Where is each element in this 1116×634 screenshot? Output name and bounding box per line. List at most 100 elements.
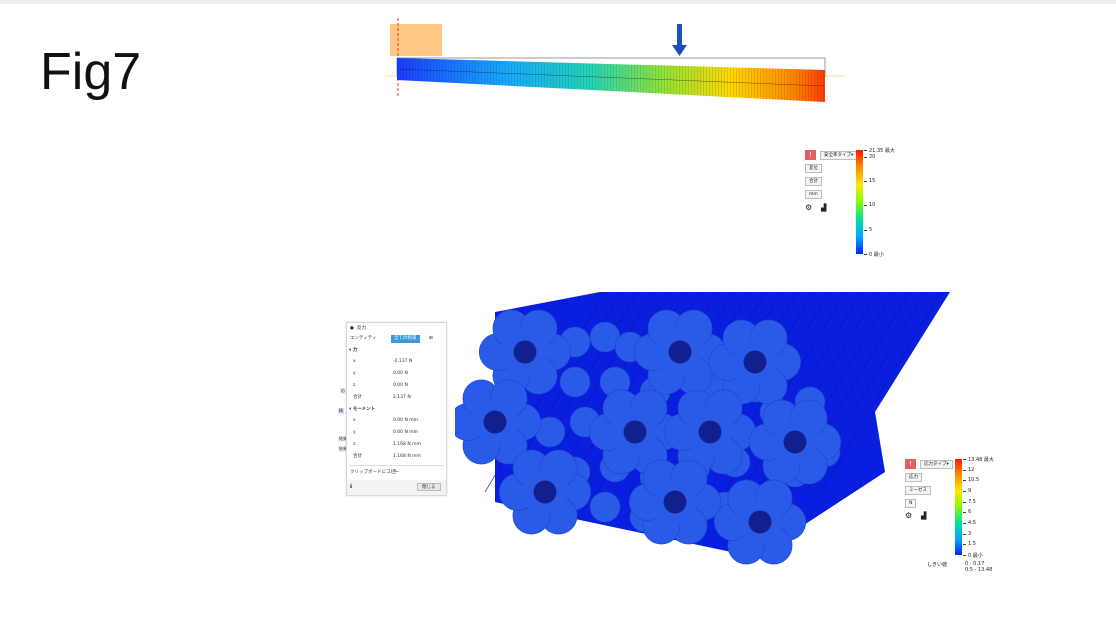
displacement-tick-mark [864, 205, 867, 207]
strand-cross-section [498, 449, 592, 535]
moment-row: x 0.00 N mm [347, 417, 446, 425]
clipboard-icon[interactable]: ⎘ [393, 470, 397, 475]
strand-hole [513, 340, 537, 364]
displacement-tick-mark [864, 254, 867, 255]
stress-tick-mark [963, 512, 966, 514]
component-dropdown[interactable]: 合計 [805, 177, 822, 186]
side-tag-3[interactable]: 結果 [338, 436, 348, 442]
mesh-stripe [820, 291, 942, 493]
displacement-legend: ! 安全率タイプ▾ 変位 合計 mm ⚙ ▟ 21.35 最大 20 15 10 5 0 … [805, 146, 915, 258]
gear-icon[interactable]: ⚙ [905, 511, 913, 520]
force-row: y 0.00 N [347, 370, 446, 378]
result-dropdown[interactable]: 変位 [805, 164, 822, 173]
stress-tick-label: 7.5 [968, 498, 976, 505]
displacement-tick-label: 10 [869, 202, 876, 209]
stress-tick-mark [963, 544, 966, 546]
moment-row-value: 0.00 N mm [393, 418, 419, 423]
chart-icon[interactable]: ▟ [921, 512, 927, 520]
strand-cross-section [713, 479, 807, 565]
strand-hole [698, 420, 722, 444]
displacement-tick-mark [864, 150, 867, 151]
displacement-tick-label: 20 [869, 153, 876, 160]
stress-tick-label: 1.5 [968, 541, 976, 548]
close-button[interactable]: 閉じる [417, 483, 441, 491]
filler-rod [589, 491, 621, 523]
side-tag-1[interactable]: 応 [340, 388, 346, 394]
figure-title: Fig7 [40, 43, 142, 101]
entity-toggle-icon[interactable]: ⊞ [429, 336, 433, 341]
criterion-dropdown[interactable]: ミーゼス [905, 486, 931, 495]
force-row-value: 2.137 N [393, 395, 411, 400]
chart-icon[interactable]: ▟ [821, 204, 827, 212]
entity-label: エンティティ [350, 336, 377, 341]
moment-row-key: z [353, 442, 356, 447]
stress-legend: ! 応力タイプ▾ 応力 ミーゼス N ⚙ ▟ 13.48 最大 12 10.5 9 7.… [905, 455, 1015, 575]
stress-tick-label: 6 [968, 509, 972, 516]
bundle-svg [448, 291, 950, 565]
strand-cross-section [448, 379, 542, 465]
side-tag-4[interactable]: 結果 [338, 446, 348, 452]
strand-hole [533, 480, 557, 504]
stress-unit-dropdown[interactable]: N [905, 499, 917, 508]
stress-tick-label: 12 [968, 466, 975, 473]
unit-dropdown[interactable]: mm [805, 190, 822, 199]
force-row: 合計 2.137 N [347, 394, 446, 402]
stress-tick-mark [963, 459, 966, 460]
moment-row-key: x [353, 418, 356, 423]
beam-svg [385, 18, 845, 102]
displacement-tick-label: 15 [869, 177, 876, 184]
gear-icon[interactable]: ⚙ [805, 203, 813, 212]
stress-tick-label: 13.48 最大 [968, 457, 994, 463]
strand-cross-section [478, 309, 572, 395]
strand-hole [783, 430, 807, 454]
displacement-tick-label: 21.35 最大 [869, 148, 895, 154]
strand-hole [483, 410, 507, 434]
rod-cross-sections [448, 309, 842, 565]
moment-row-value: 1.168 N mm [393, 454, 421, 459]
info-icon[interactable]: ℹ [350, 483, 353, 490]
strand-hole [743, 350, 767, 374]
fixed-support-marker [390, 24, 442, 56]
moment-row-value: 0.00 N mm [393, 430, 419, 435]
moment-row: y 0.00 N mm [347, 429, 446, 437]
strand-hole [748, 510, 772, 534]
warning-icon[interactable]: ! [905, 459, 916, 469]
displacement-tick-mark [864, 156, 867, 158]
entity-selector-button[interactable]: 全ての拘束 [391, 335, 420, 343]
stress-tick-label: 4.5 [968, 519, 976, 526]
force-row-key: 合計 [353, 395, 362, 400]
panel-collapse-icon[interactable]: ● [350, 326, 354, 331]
threshold-range-2: 0.5 - 13.48 [965, 567, 993, 573]
stress-tick-mark [963, 501, 966, 503]
moment-section-label[interactable]: ▾ モーメント [349, 407, 376, 412]
top-border [0, 0, 1116, 4]
moment-row: z 1.168 N mm [347, 441, 446, 449]
stress-tick-label: 0 最小 [968, 553, 983, 559]
copy-to-clipboard-link[interactable]: クリップボードにコピー [350, 470, 400, 475]
stress-tick-label: 10.5 [968, 477, 980, 484]
side-tag-2[interactable]: 精 [338, 408, 344, 414]
stress-tick-mark [963, 480, 966, 482]
displacement-tick-mark [864, 229, 867, 231]
stress-dropdown[interactable]: 応力 [905, 473, 922, 482]
force-row: z 0.00 N [347, 382, 446, 390]
force-row-value: 0.00 N [393, 383, 408, 388]
force-row: x -2.137 N [347, 358, 446, 366]
beam-mesh [397, 58, 825, 102]
threshold-label: しきい値 [927, 562, 948, 568]
threshold-range-1: 0 - 0.17 [965, 561, 985, 567]
stress-tick-mark [963, 522, 966, 524]
result-type-dropdown[interactable]: 安全率タイプ▾ [820, 151, 858, 160]
warning-icon[interactable]: ! [805, 150, 816, 160]
stress-tick-mark [963, 555, 966, 556]
stress-type-dropdown[interactable]: 応力タイプ▾ [920, 460, 953, 469]
displacement-tick-label: 0 最小 [869, 252, 884, 258]
strand-cross-section [633, 309, 727, 395]
beam-deflection-view [385, 18, 855, 108]
panel-header: 反力 [357, 326, 366, 331]
down-arrow-load-icon [672, 24, 687, 56]
filler-rod [559, 366, 591, 398]
force-row-key: x [353, 359, 356, 364]
force-section-label[interactable]: ▾ 力 [349, 348, 358, 353]
moment-row-key: y [353, 430, 356, 435]
